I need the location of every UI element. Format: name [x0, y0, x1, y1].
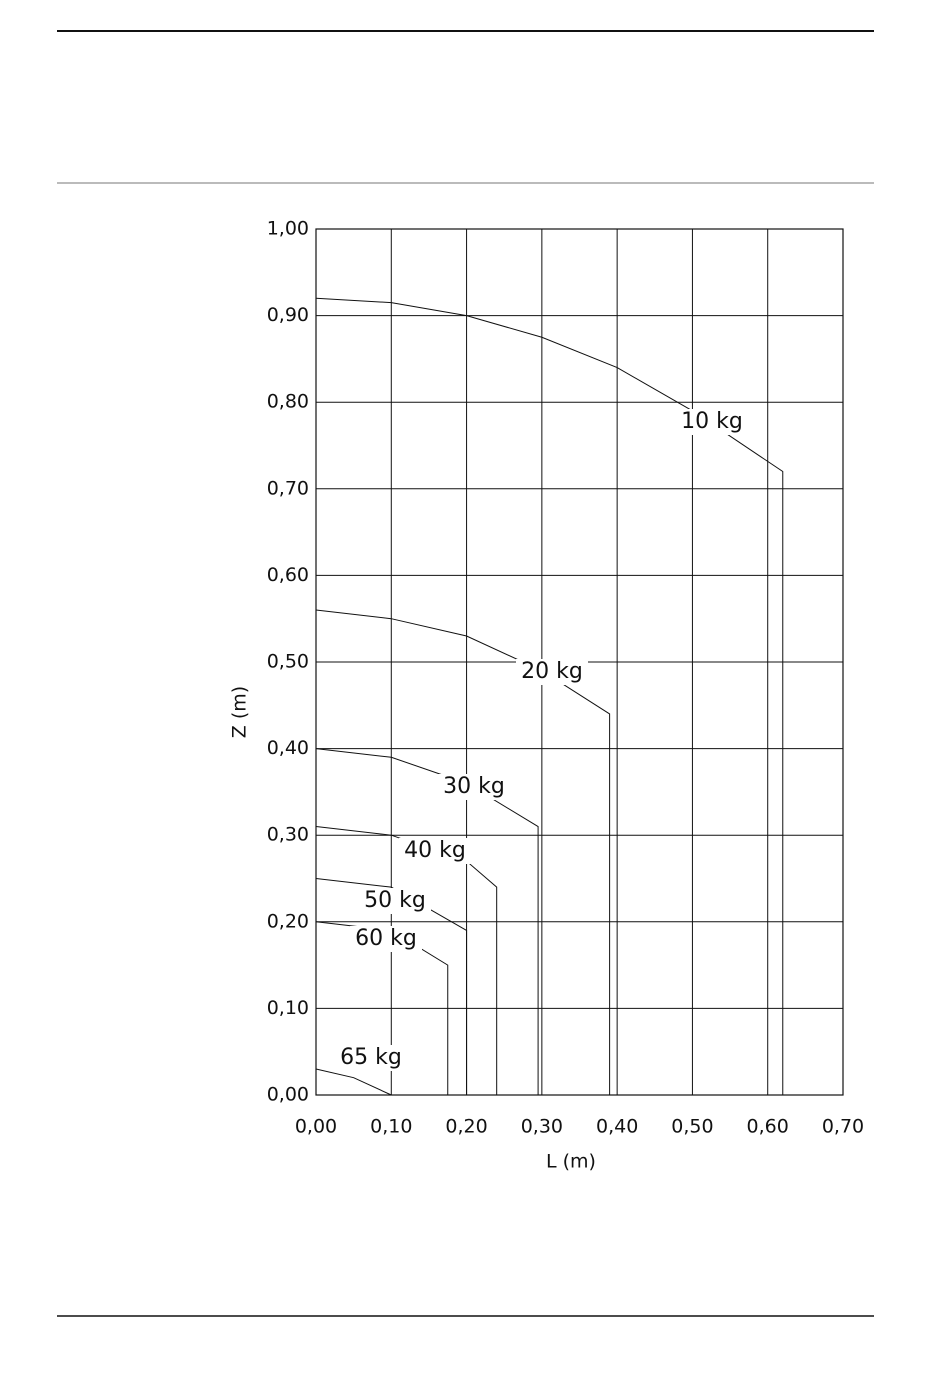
- label-background: [399, 838, 471, 864]
- y-tick-label: 0,60: [267, 564, 309, 586]
- label-background: [350, 926, 422, 952]
- label-background: [676, 409, 748, 435]
- x-tick-label: 0,60: [747, 1116, 789, 1138]
- x-tick-label: 0,40: [596, 1116, 638, 1138]
- y-tick-label: 0,30: [267, 824, 309, 846]
- y-tick-label: 0,80: [267, 391, 309, 413]
- curve-label: 30 kg: [443, 774, 505, 799]
- load-curve: [315, 297, 784, 1095]
- y-tick-label: 0,50: [267, 651, 309, 673]
- y-axis-label: Z (m): [229, 686, 251, 738]
- curve-label: 50 kg: [364, 888, 426, 913]
- load-curve: [315, 1068, 392, 1096]
- label-background: [335, 1045, 407, 1071]
- curve-label: 10 kg: [681, 409, 743, 434]
- y-tick-label: 0,00: [267, 1084, 309, 1106]
- x-tick-label: 0,50: [671, 1116, 713, 1138]
- curve-label: 40 kg: [404, 838, 466, 863]
- plot-frame: [315, 228, 844, 1096]
- curve-label: 65 kg: [340, 1045, 402, 1070]
- label-background: [359, 888, 431, 914]
- y-tick-label: 0,20: [267, 910, 309, 932]
- curve-label: 20 kg: [521, 659, 583, 684]
- curve-label: 60 kg: [355, 926, 417, 951]
- label-background: [438, 774, 510, 800]
- y-tick-label: 0,70: [267, 477, 309, 499]
- x-tick-label: 0,70: [822, 1116, 864, 1138]
- y-tick-label: 0,10: [267, 997, 309, 1019]
- label-background: [516, 659, 588, 685]
- x-tick-label: 0,30: [521, 1116, 563, 1138]
- y-tick-label: 0,90: [267, 304, 309, 326]
- x-axis-label: L (m): [546, 1151, 596, 1173]
- x-tick-label: 0,00: [295, 1116, 337, 1138]
- y-tick-label: 0,40: [267, 737, 309, 759]
- x-tick-label: 0,10: [370, 1116, 412, 1138]
- y-tick-label: 1,00: [267, 218, 309, 240]
- load-curve: [315, 609, 611, 1095]
- x-tick-label: 0,20: [445, 1116, 487, 1138]
